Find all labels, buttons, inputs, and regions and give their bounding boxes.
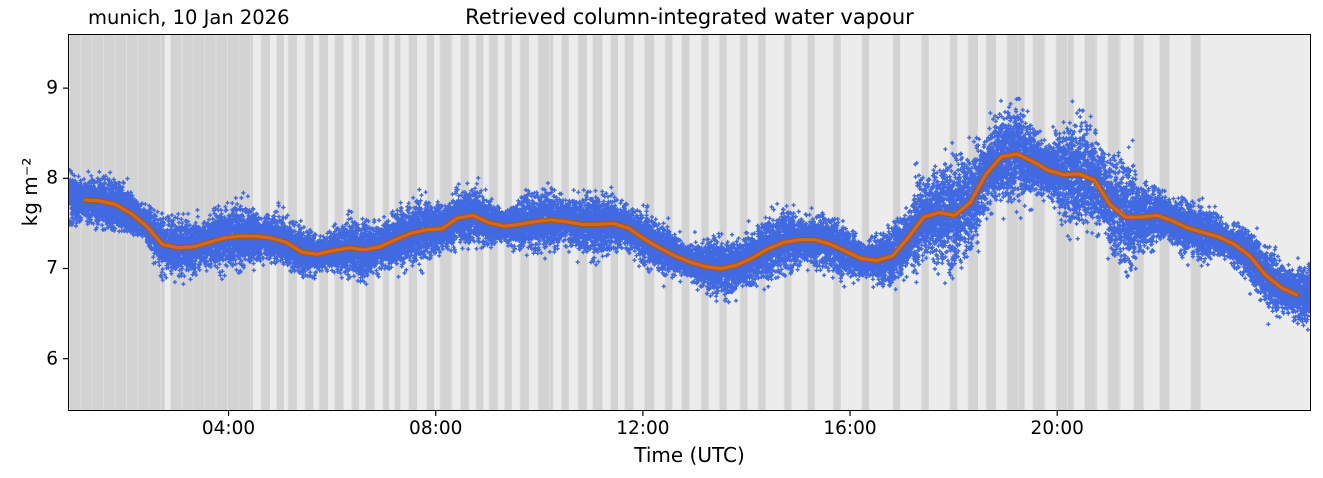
y-tick-label: 7 <box>46 257 58 279</box>
x-tick-label: 20:00 <box>1030 418 1084 439</box>
y-axis-label: kg m⁻² <box>18 157 42 227</box>
plot-svg <box>69 35 1310 410</box>
chart-subtitle: munich, 10 Jan 2026 <box>88 6 290 29</box>
x-tick-label: 08:00 <box>409 418 463 439</box>
chart-title: Retrieved column-integrated water vapour <box>465 5 914 29</box>
smoothed-line <box>84 152 1299 297</box>
y-tick-label: 9 <box>46 77 58 99</box>
x-tick-label: 16:00 <box>823 418 877 439</box>
x-tick-label: 12:00 <box>616 418 670 439</box>
x-tick-label: 04:00 <box>201 418 256 439</box>
plot-area <box>68 34 1311 411</box>
x-axis-label: Time (UTC) <box>634 443 745 467</box>
y-tick-label: 8 <box>46 167 58 189</box>
y-tick-label: 6 <box>46 348 58 370</box>
